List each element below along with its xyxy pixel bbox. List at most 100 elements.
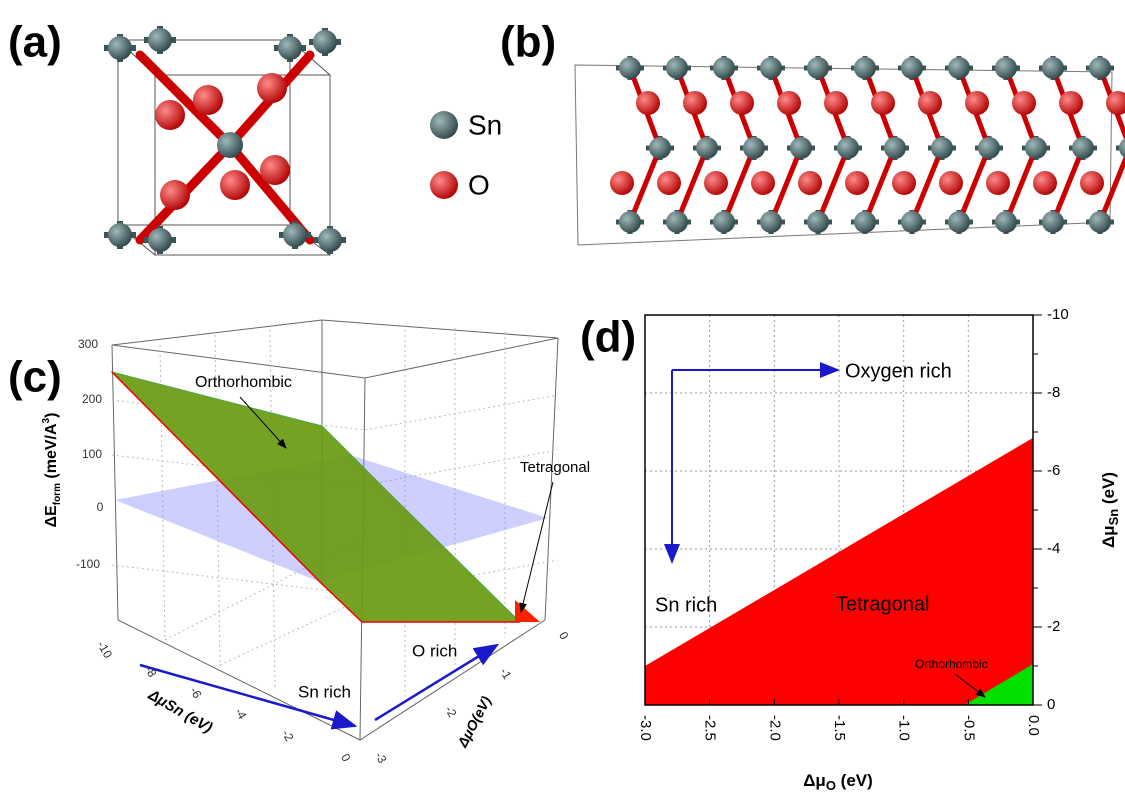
o-atom [965, 91, 989, 115]
axis-label-sub: Sn [1106, 509, 1121, 526]
panel-label: (c) [8, 353, 62, 402]
bond [1006, 148, 1036, 222]
o-atom [1059, 91, 1083, 115]
sn-atom [901, 57, 923, 79]
sn-atom [1042, 57, 1064, 79]
bond [630, 148, 660, 222]
axis-label-end: ) [43, 413, 60, 418]
o-atom [845, 171, 869, 195]
bond [912, 148, 942, 222]
o-atom [260, 155, 290, 185]
region-label: Orthorhombic [915, 657, 988, 671]
o-atom [636, 91, 660, 115]
o-atom [824, 91, 848, 115]
sn-atom [931, 137, 953, 159]
z-tick-label: 200 [82, 392, 102, 406]
z-tick-label: 0 [97, 500, 104, 514]
bond [818, 148, 848, 222]
sn-atom [649, 137, 671, 159]
sn-atom [619, 57, 641, 79]
x-tick-label: -1.0 [896, 715, 913, 741]
o-tick-label: -1 [497, 665, 515, 682]
y-tick-label: -4 [1047, 540, 1060, 557]
sn-atom [948, 57, 970, 79]
o-atom [683, 91, 707, 115]
axis-label-unit: (eV) [179, 706, 216, 737]
x-tick-label: -0.5 [960, 715, 977, 741]
sn-atom [995, 57, 1017, 79]
sn-atom [760, 211, 782, 233]
o-atom [798, 171, 822, 195]
sn-atom [283, 223, 307, 247]
sn-atom [1089, 57, 1111, 79]
crystal-b-atoms [610, 56, 1125, 234]
sn-atom [1072, 137, 1094, 159]
o-atom [939, 171, 963, 195]
annotation: O rich [412, 641, 457, 660]
y-tick-label: -8 [1047, 384, 1060, 401]
bond [865, 148, 895, 222]
annotation: Orthorhombic [195, 374, 292, 391]
sn-atom [318, 228, 342, 252]
axis-label: ΔμO(eV) [453, 693, 494, 750]
sn-atom [807, 57, 829, 79]
o-atom [257, 73, 287, 103]
sn-atom [713, 211, 735, 233]
sn-tick-label: -2 [279, 727, 297, 744]
sn-atom [217, 132, 243, 158]
legend-swatch [430, 111, 458, 139]
axis-label-unit: (meV/A [43, 423, 60, 483]
o-atom [220, 170, 250, 200]
o-atom [871, 91, 895, 115]
sn-atom [619, 211, 641, 233]
o-atom [704, 171, 728, 195]
panel-label: (d) [580, 313, 636, 362]
annotation: Tetragonal [520, 459, 590, 476]
figure: (a) (b) (c) (d) Sn O Orthorhombic Tetrag… [0, 0, 1125, 796]
o-tick-label: -2 [442, 703, 460, 720]
o-atom [1080, 171, 1104, 195]
sn-atom [313, 30, 337, 54]
z-tick-label: 300 [78, 337, 98, 351]
axis-label-unit: (eV) [836, 771, 873, 790]
y-axis-label: ΔμSn (eV) [1099, 472, 1121, 548]
sn-tick-label: -6 [187, 684, 205, 701]
sn-atom [948, 211, 970, 233]
sn-atom [854, 211, 876, 233]
region-label: Tetragonal [836, 593, 929, 615]
o-atom [160, 180, 190, 210]
bond [724, 148, 754, 222]
sn-atom [854, 57, 876, 79]
sn-atom [713, 57, 735, 79]
o-atom [1033, 171, 1057, 195]
bond [1053, 148, 1083, 222]
sn-atom [108, 223, 132, 247]
legend-label: O [468, 169, 490, 200]
o-atom [751, 171, 775, 195]
y-tick-label: -2 [1047, 618, 1060, 635]
annotation: Oxygen rich [845, 360, 952, 382]
o-atom [730, 91, 754, 115]
legend-swatch [430, 171, 458, 199]
sn-atom [884, 137, 906, 159]
sn-atom [1119, 137, 1125, 159]
axis-label-unit: (eV) [467, 693, 494, 724]
sn-atom [995, 211, 1017, 233]
sn-atom [148, 28, 172, 52]
sn-atom [790, 137, 812, 159]
sn-atom [743, 137, 765, 159]
o-atom [610, 171, 634, 195]
x-tick-label: -1.5 [831, 715, 848, 741]
axis-label-unit: (eV) [1099, 472, 1118, 509]
tetragonal-surface [515, 600, 540, 622]
sn-tick-label: -4 [232, 705, 250, 722]
sn-atom [666, 211, 688, 233]
o-atom [918, 91, 942, 115]
o-tick-label: 0 [556, 629, 572, 642]
bond [959, 148, 989, 222]
y-tick-label: 0 [1047, 696, 1055, 713]
o-atom [777, 91, 801, 115]
axis-label: ΔEform (meV/A3) [41, 413, 63, 528]
axis-label-sub: form [52, 483, 63, 505]
axis-label-main: Δμ [1099, 525, 1118, 548]
